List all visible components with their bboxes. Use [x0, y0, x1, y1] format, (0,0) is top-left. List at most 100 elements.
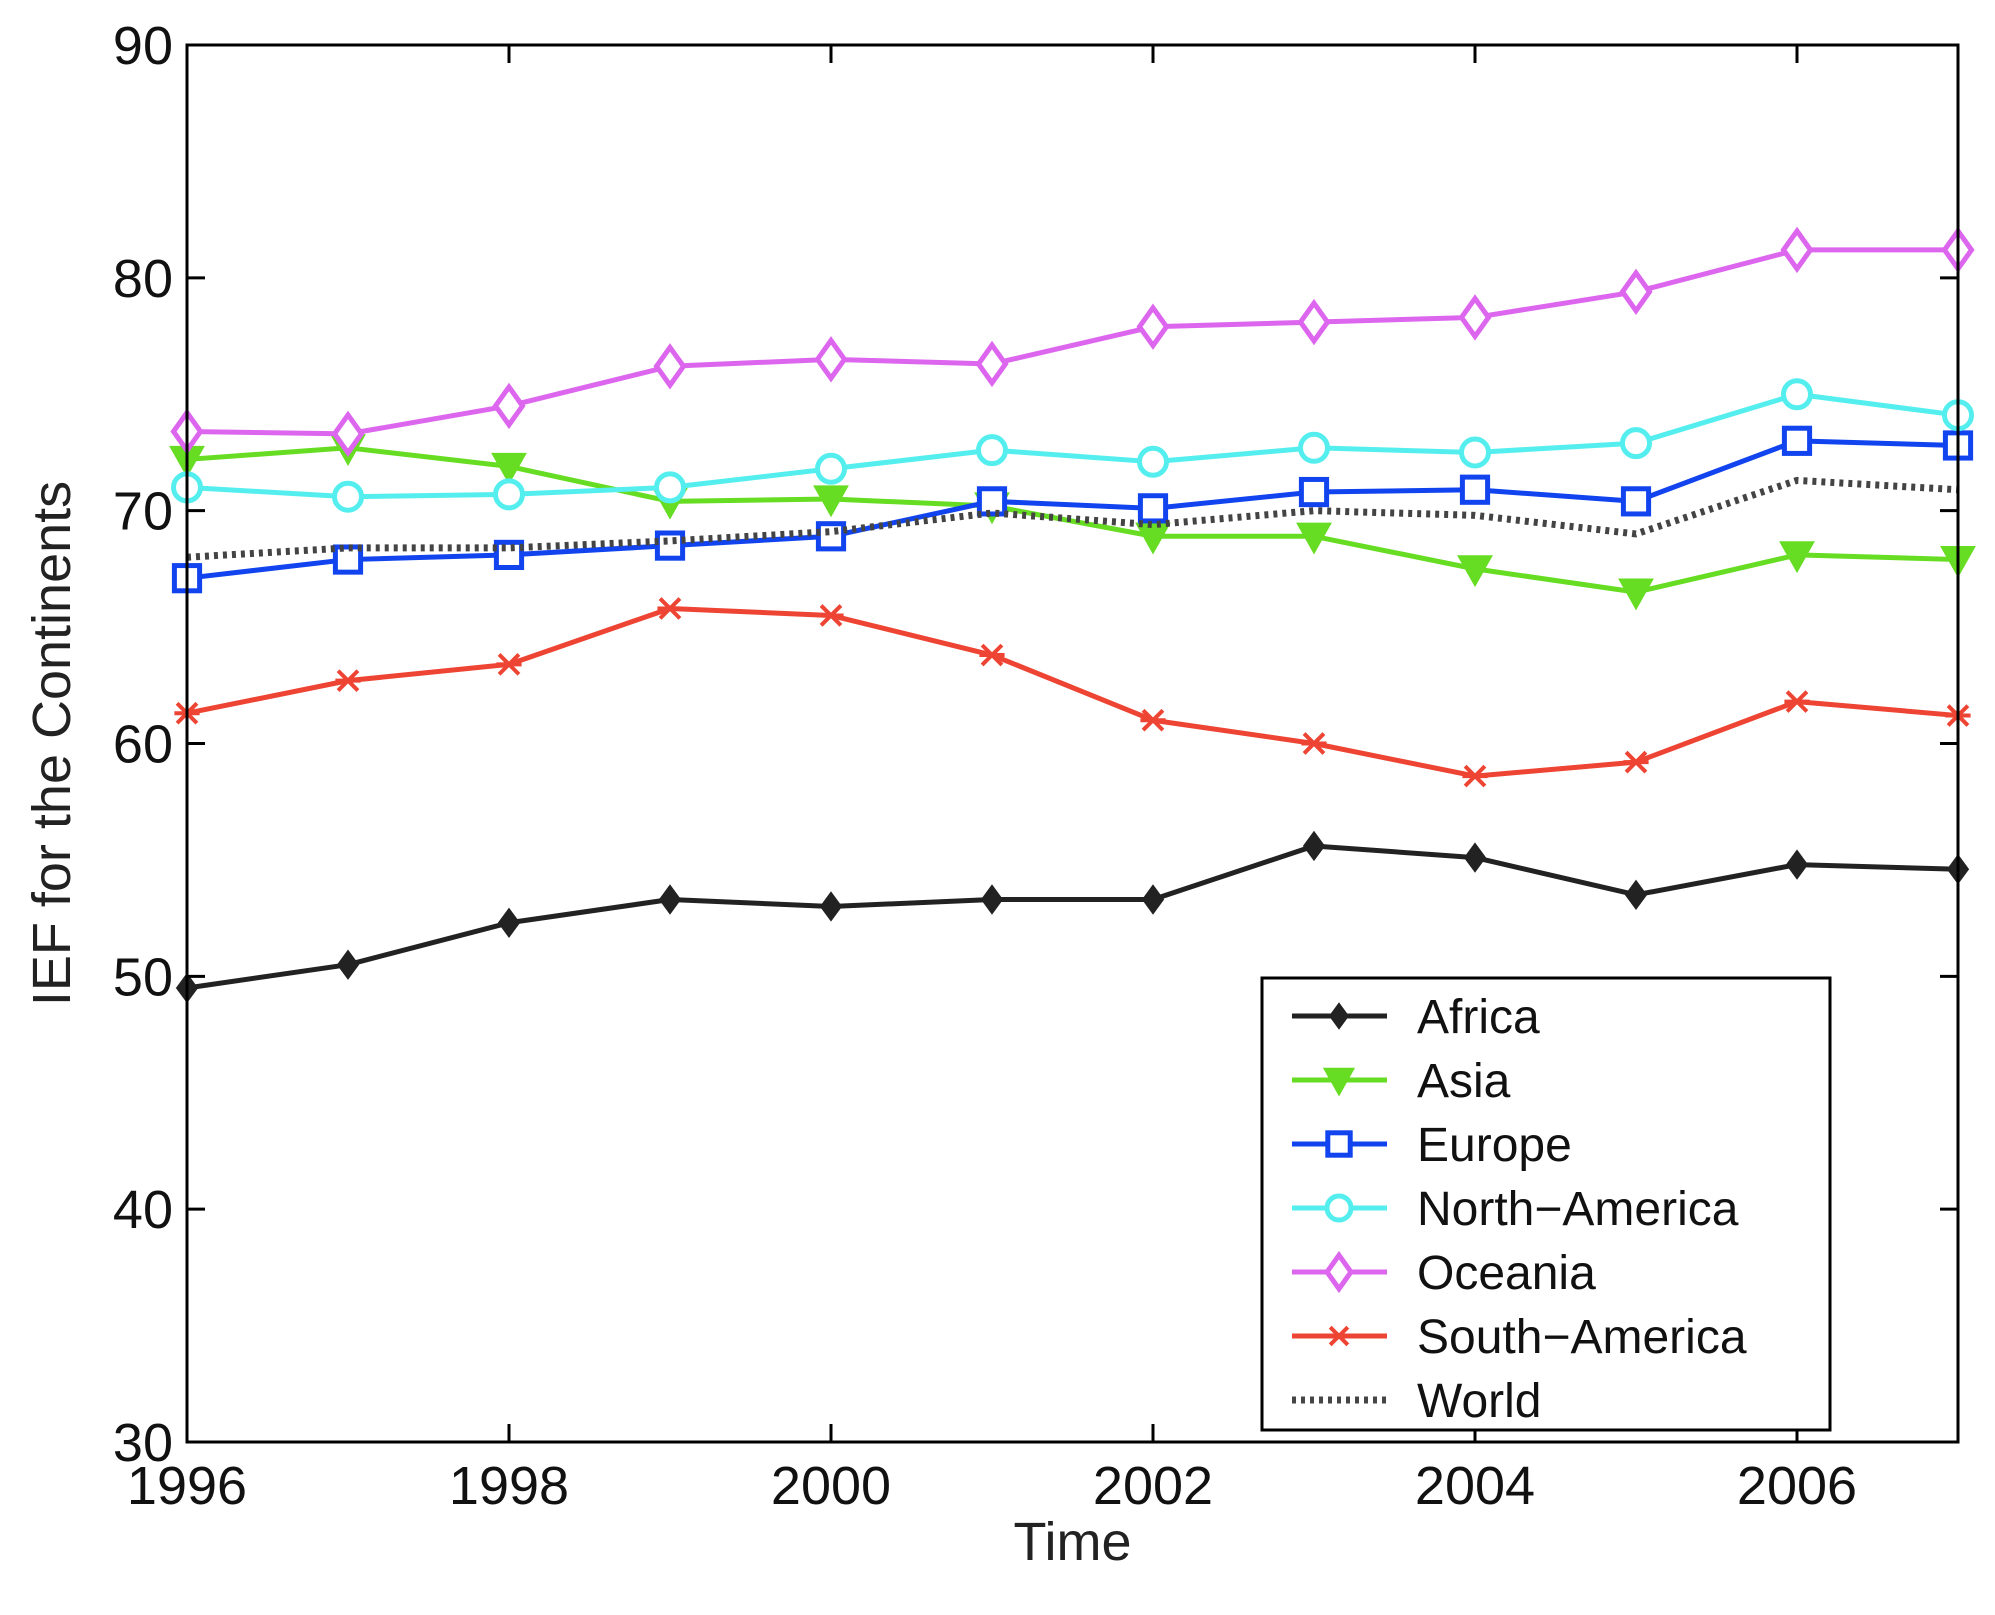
legend-item-north-america: North−America: [1292, 1183, 1739, 1236]
data-point: [1324, 1193, 1354, 1223]
axis-ticks: 1996 1998 2000 2002 2004 2006 30 40 50 60 70 80 90: [113, 16, 1958, 1516]
data-point: [1302, 830, 1326, 862]
legend-box: [1260, 976, 1832, 1432]
data-point: [1135, 522, 1171, 555]
data-point: [1623, 750, 1649, 774]
data-point: [1463, 842, 1487, 873]
data-point: [1328, 1002, 1350, 1030]
data-point: [1784, 690, 1810, 713]
data-point: [1785, 849, 1809, 880]
data-point: [491, 452, 527, 485]
data-point: [657, 597, 683, 620]
data-point: [1297, 298, 1331, 346]
legend: Africa Asia Europe North−America Oceania Sout…: [1260, 976, 1832, 1432]
series-south-america: [174, 597, 1971, 788]
x-tick-label: 1998: [449, 1456, 569, 1516]
data-point: [654, 471, 686, 504]
x-tick-label: 2004: [1415, 1456, 1535, 1516]
series-oceania: [170, 226, 1975, 458]
data-point: [1781, 425, 1813, 456]
data-point: [819, 891, 843, 922]
y-tick-label: 40: [113, 1180, 173, 1240]
y-axis-title: IEF for the Continents: [22, 481, 82, 1006]
data-point: [1137, 493, 1169, 524]
data-point: [496, 653, 522, 676]
legend-item-south-america: South−America: [1292, 1311, 1747, 1364]
x-tick-label: 1996: [127, 1456, 247, 1516]
y-tick-label: 60: [113, 715, 173, 775]
legend-label: Asia: [1417, 1055, 1511, 1108]
data-point: [1458, 294, 1492, 341]
data-point: [1296, 522, 1332, 555]
data-point: [979, 643, 1005, 667]
y-tick-label: 50: [113, 947, 173, 1007]
legend-item-world: World: [1292, 1375, 1541, 1428]
data-point: [1459, 474, 1491, 505]
data-point: [980, 884, 1004, 915]
data-point: [814, 336, 848, 383]
data-point: [335, 669, 361, 692]
legend-label: South−America: [1417, 1311, 1747, 1364]
y-tick-label: 90: [113, 16, 173, 76]
series-layer: [169, 226, 1976, 1004]
data-point: [331, 410, 365, 458]
x-tick-label: 2002: [1093, 1456, 1213, 1516]
data-point: [654, 530, 686, 561]
data-point: [976, 434, 1008, 467]
data-point: [976, 486, 1008, 517]
legend-label: North−America: [1417, 1183, 1739, 1236]
series-europe: [171, 425, 1974, 594]
legend-label: Europe: [1417, 1119, 1572, 1172]
legend-item-europe: Europe: [1292, 1119, 1572, 1172]
data-point: [1462, 764, 1488, 788]
y-tick-label: 80: [113, 249, 173, 309]
data-point: [493, 539, 525, 571]
data-point: [492, 382, 526, 430]
data-point: [332, 480, 364, 513]
data-point: [815, 452, 847, 485]
x-tick-label: 2006: [1737, 1456, 1857, 1516]
series-line-south-america: [186, 605, 1959, 779]
data-point: [497, 907, 521, 938]
data-point: [1325, 1130, 1353, 1158]
data-point: [493, 478, 525, 511]
data-point: [332, 544, 364, 575]
series-africa: [175, 830, 1970, 1004]
y-tick-label: 30: [113, 1413, 173, 1473]
data-point: [1140, 708, 1166, 732]
data-point: [1620, 427, 1652, 460]
data-point: [1459, 436, 1491, 469]
data-point: [1301, 732, 1327, 755]
data-point: [1298, 476, 1330, 508]
legend-label: Africa: [1417, 991, 1540, 1044]
data-point: [818, 604, 844, 627]
series-line-europe: [186, 438, 1959, 581]
data-point: [1327, 1325, 1351, 1347]
series-line-north-america: [186, 391, 1959, 500]
x-tick-label: 2000: [771, 1456, 891, 1516]
y-tick-label: 70: [113, 482, 173, 542]
data-point: [813, 485, 849, 518]
data-point: [1618, 578, 1654, 611]
data-point: [1620, 486, 1652, 517]
data-point: [658, 884, 682, 915]
x-axis-title: Time: [1014, 1512, 1132, 1572]
data-point: [1779, 541, 1815, 574]
data-point: [1457, 555, 1493, 588]
data-point: [336, 949, 360, 980]
data-point: [1298, 431, 1330, 464]
data-point: [975, 340, 1009, 388]
data-point: [653, 343, 687, 390]
legend-label: Oceania: [1417, 1247, 1596, 1300]
series-asia: [169, 434, 1976, 611]
data-point: [1323, 1250, 1355, 1294]
legend-item-oceania: Oceania: [1292, 1247, 1596, 1300]
data-point: [1322, 1067, 1356, 1097]
series-line-africa: [186, 843, 1959, 991]
legend-item-africa: Africa: [1292, 991, 1540, 1044]
legend-label: World: [1417, 1375, 1541, 1428]
data-point: [1780, 226, 1814, 274]
legend-item-asia: Asia: [1292, 1055, 1511, 1108]
data-point: [1137, 445, 1169, 478]
data-point: [1624, 879, 1648, 911]
